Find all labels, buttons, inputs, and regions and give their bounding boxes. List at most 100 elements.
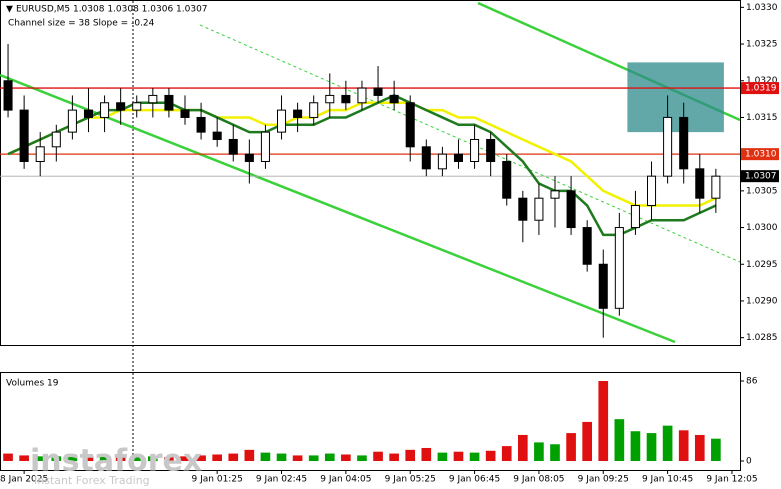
volume-bar <box>292 455 303 461</box>
volume-bar <box>357 455 367 461</box>
candle-body <box>502 160 512 199</box>
x-tick-label: 9 Jan 10:45 <box>642 475 693 485</box>
x-tick-label: 9 Jan 04:05 <box>320 475 371 485</box>
volume-bar <box>228 453 239 461</box>
watermark-sub: Instant Forex Trading <box>34 474 150 487</box>
candle-body <box>116 102 126 111</box>
volume-bar <box>212 454 222 461</box>
volume-bar <box>164 457 174 461</box>
highlight-zone <box>627 62 724 133</box>
candle-body <box>389 94 399 104</box>
candle-body <box>212 131 222 140</box>
x-tick-label: 9 Jan 01:25 <box>192 475 243 485</box>
candle-body <box>453 153 463 162</box>
volume-bar <box>694 434 705 461</box>
candle-body <box>341 94 351 104</box>
x-tick-label: 9 Jan 09:25 <box>578 475 629 485</box>
chart-title: EURUSD,M5 1.0308 1.0308 1.0306 1.0307 <box>16 5 208 15</box>
watermark: instaforex <box>30 444 202 479</box>
candle-body <box>663 116 673 177</box>
x-tick-label: 9 Jan 12:05 <box>706 475 757 485</box>
y-tick-label: 1.0285 <box>746 333 778 343</box>
candle-body <box>180 109 190 118</box>
candle-body <box>260 131 270 162</box>
candle-body <box>51 131 61 148</box>
candle-body <box>534 197 544 221</box>
candle-body <box>83 109 93 118</box>
candle-body <box>325 94 335 104</box>
volume-bar <box>566 433 576 461</box>
x-tick-label: 9 Jan 02:45 <box>256 475 307 485</box>
volume-panel <box>0 372 741 471</box>
volume-bar <box>421 447 432 461</box>
volume-bar <box>276 453 287 461</box>
y-tick-label: 1.0330 <box>746 3 778 13</box>
y-tick-label: 1.0315 <box>746 113 778 123</box>
volume-bar <box>614 419 625 461</box>
candle-body <box>405 102 415 148</box>
volume-bar <box>67 455 78 461</box>
candle-body <box>244 153 254 162</box>
y-tick-label: 1.0295 <box>746 260 778 270</box>
candle-body <box>486 138 496 162</box>
volume-label: Volumes 19 <box>6 379 59 389</box>
candle-body <box>437 153 447 170</box>
candle-body <box>19 109 29 162</box>
x-tick-label: 9 Jan 08:05 <box>513 475 564 485</box>
volume-bar <box>373 451 383 461</box>
volume-bar <box>196 455 206 461</box>
price-panel <box>0 0 741 346</box>
candle-body <box>196 116 206 133</box>
symbol-marker: ▼ <box>6 5 13 15</box>
volume-bar <box>148 456 158 461</box>
candle-body <box>695 168 705 199</box>
candle-body <box>100 102 110 118</box>
volume-bar <box>453 451 464 461</box>
volume-bar <box>437 452 448 461</box>
volume-bar <box>501 446 512 461</box>
volume-bar <box>19 455 29 461</box>
channel-mid-line <box>199 24 741 263</box>
volume-bar <box>711 438 721 461</box>
candle-body <box>679 116 689 170</box>
x-tick-label: 8 Jan 2025 <box>0 475 48 485</box>
volume-bar <box>131 457 142 461</box>
volume-bar <box>260 452 271 461</box>
volume-bar <box>35 456 46 461</box>
volume-bar <box>341 454 351 461</box>
volume-bar <box>389 453 399 461</box>
volume-bar <box>646 433 657 461</box>
volume-bar <box>308 455 319 461</box>
volume-bar <box>244 449 255 461</box>
price-level-label: 1.0310 <box>745 150 777 160</box>
x-tick-label: 9 Jan 06:45 <box>449 475 500 485</box>
candle-body <box>550 190 560 199</box>
candle-body <box>614 227 624 309</box>
volume-bar <box>582 421 592 461</box>
volume-bar <box>99 456 110 461</box>
volume-bar <box>630 431 641 461</box>
y-tick-label: 1.0325 <box>746 40 778 50</box>
volume-bar <box>598 381 609 461</box>
price-level-label: 1.0307 <box>745 172 777 182</box>
volume-tick-label: 0 <box>746 457 752 467</box>
y-tick-label: 1.0290 <box>746 296 778 306</box>
candle-body <box>293 109 303 118</box>
y-tick-label: 1.0305 <box>746 186 778 196</box>
candle-body <box>421 146 431 170</box>
channel-lower-line <box>0 73 676 344</box>
candle-body <box>67 109 77 133</box>
candle-body <box>277 109 287 133</box>
candle-body <box>582 227 592 265</box>
volume-bar <box>678 430 689 461</box>
volume-bar <box>534 442 544 461</box>
price-level-label: 1.0319 <box>745 84 777 94</box>
y-tick-label: 1.0320 <box>746 76 778 86</box>
candle-body <box>309 102 319 118</box>
candle-body <box>164 94 174 111</box>
candle-body <box>630 205 640 229</box>
price-level-box <box>741 148 779 161</box>
price-level-box <box>741 82 779 95</box>
candle-body <box>470 138 480 162</box>
volume-bar <box>550 444 560 461</box>
